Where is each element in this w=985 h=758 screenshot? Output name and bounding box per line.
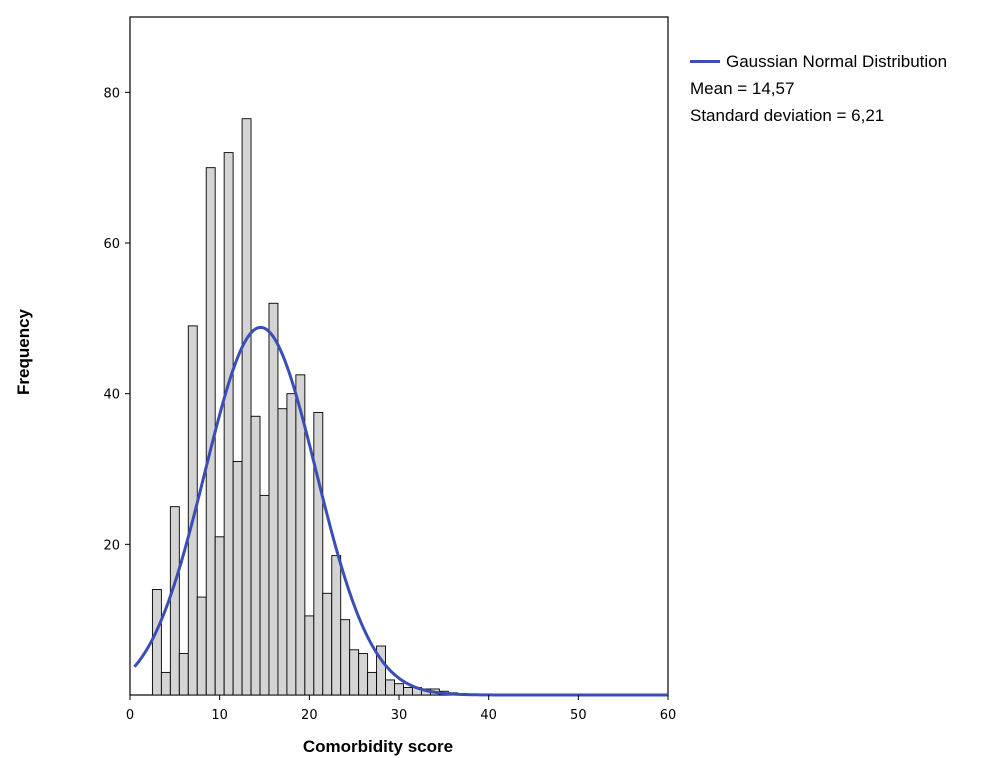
histogram-bar	[394, 683, 404, 696]
x-tick-label: 0	[126, 708, 134, 723]
legend-curve-entry: Gaussian Normal Distribution	[690, 48, 947, 75]
histogram-bar	[277, 408, 288, 696]
x-tick-label: 20	[301, 708, 318, 723]
histogram-bar	[259, 494, 270, 696]
histogram-bar	[196, 596, 207, 696]
histogram-bar	[250, 415, 261, 696]
y-tick-label: 60	[103, 237, 120, 252]
histogram-bar	[376, 645, 386, 696]
bars-layer	[151, 118, 467, 696]
x-tick-label: 60	[660, 708, 677, 723]
y-axis: 20 40 60 80	[103, 86, 130, 553]
x-tick-label: 10	[211, 708, 228, 723]
histogram-bar	[214, 536, 225, 696]
y-tick-label: 20	[103, 538, 120, 553]
histogram-bar	[160, 671, 171, 696]
legend: Gaussian Normal Distribution Mean = 14,5…	[690, 48, 947, 129]
histogram-bar	[286, 393, 297, 696]
histogram-bar	[304, 615, 315, 696]
histogram-bar	[385, 679, 395, 696]
y-tick-label: 40	[103, 388, 120, 403]
histogram-bar	[403, 687, 413, 696]
histogram-bar	[331, 555, 342, 696]
y-tick-label: 80	[103, 86, 120, 101]
x-tick-label: 50	[570, 708, 587, 723]
histogram-bar	[232, 461, 243, 696]
legend-curve-label: Gaussian Normal Distribution	[726, 52, 948, 71]
legend-mean: Mean = 14,57	[690, 79, 795, 98]
histogram-bar	[295, 374, 306, 696]
histogram-bar	[349, 649, 360, 696]
normal-curve-line	[133, 325, 668, 697]
x-tick-label: 30	[391, 708, 408, 723]
histogram-bar	[358, 653, 369, 696]
y-axis-title: Frequency	[14, 308, 33, 395]
histogram-bar	[313, 412, 324, 696]
histogram-bar	[340, 619, 351, 696]
histogram-bar	[187, 325, 198, 696]
x-axis-title: Comorbidity score	[303, 737, 453, 756]
histogram-bar	[367, 671, 378, 696]
histogram-bar	[322, 592, 333, 696]
legend-standard-deviation: Standard deviation = 6,21	[690, 106, 885, 125]
histogram-bar	[241, 118, 252, 696]
histogram-bar	[268, 302, 279, 696]
histogram-bar	[178, 653, 189, 696]
legend-curve-swatch	[690, 60, 720, 63]
x-tick-label: 40	[480, 708, 497, 723]
histogram-bar	[151, 589, 162, 696]
histogram-bar	[169, 506, 180, 696]
x-axis: 0 10 20 30 40 50 60	[126, 695, 676, 723]
histogram-bar	[223, 152, 234, 696]
